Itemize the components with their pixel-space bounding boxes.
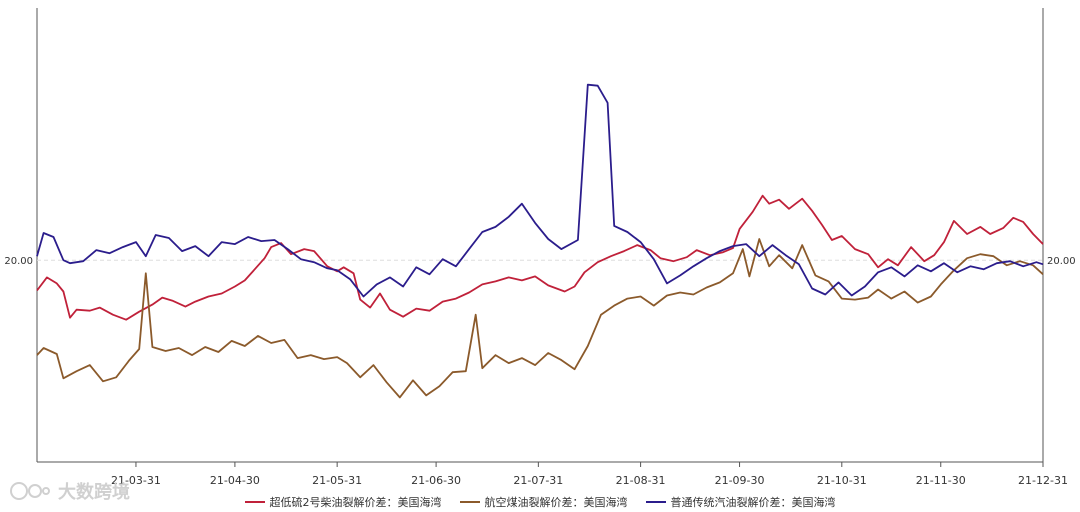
series-line-0 [36, 194, 1044, 321]
legend-item-gasoline[interactable]: 普通传统汽油裂解价差：美国海湾 [645, 494, 836, 510]
x-tick-label: 21-03-31 [111, 474, 161, 487]
watermark-text: 大数跨境 [58, 482, 130, 503]
watermark: 大数跨境 [8, 478, 130, 504]
legend-label-gasoline: 普通传统汽油裂解价差：美国海湾 [670, 496, 836, 509]
x-tick-label: 21-04-30 [210, 474, 260, 487]
y-tick-label-right: 20.00 [1047, 256, 1076, 267]
legend-label-diesel: 超低硫2号柴油裂解价差：美国海湾 [269, 496, 442, 509]
legend-swatch-jet-fuel [459, 501, 480, 503]
x-tick-label: 21-06-30 [411, 474, 461, 487]
x-tick-label: 21-10-31 [817, 474, 867, 487]
y-tick-label-left: 20.00 [4, 256, 33, 267]
legend-item-jet-fuel[interactable]: 航空煤油裂解价差：美国海湾 [459, 494, 628, 510]
x-tick-label: 21-07-31 [513, 474, 563, 487]
chart-series [36, 83, 1044, 399]
legend-item-diesel[interactable]: 超低硫2号柴油裂解价差：美国海湾 [244, 494, 442, 510]
watermark-logo-icon [10, 482, 50, 500]
x-tick-label: 21-05-31 [312, 474, 362, 487]
legend-label-jet-fuel: 航空煤油裂解价差：美国海湾 [484, 496, 628, 509]
x-tick-label: 21-11-30 [916, 474, 966, 487]
chart-legend: 超低硫2号柴油裂解价差：美国海湾 航空煤油裂解价差：美国海湾 普通传统汽油裂解价… [0, 494, 1080, 510]
x-tick-label: 21-09-30 [715, 474, 765, 487]
series-line-2 [36, 83, 1044, 298]
x-tick-label: 21-12-31 [1018, 474, 1068, 487]
chart-axes: 20.00 20.00 21-03-31 21-04-30 21-05-31 21-06-… [4, 8, 1076, 487]
legend-swatch-gasoline [645, 501, 666, 503]
series-line-1 [36, 238, 1044, 399]
x-tick-label: 21-08-31 [616, 474, 666, 487]
legend-swatch-diesel [244, 501, 265, 503]
